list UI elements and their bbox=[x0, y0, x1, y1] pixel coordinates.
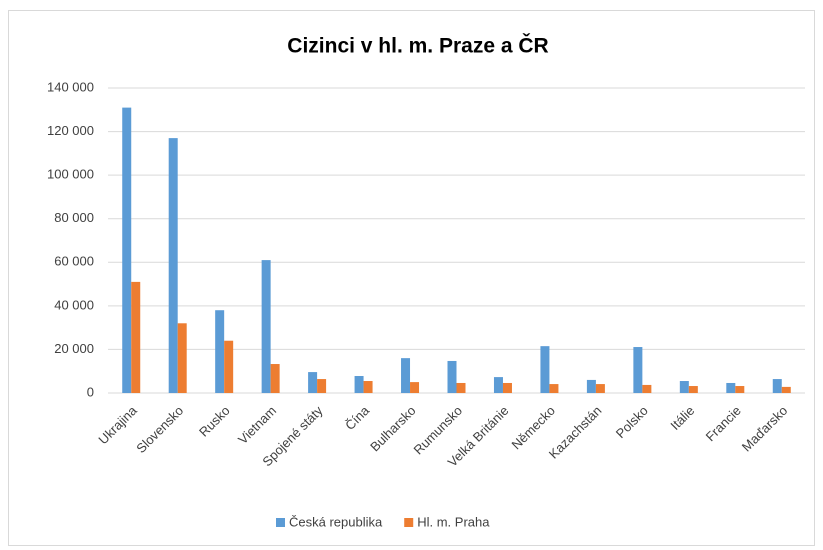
y-tick-label: 20 000 bbox=[54, 341, 94, 356]
bar bbox=[308, 372, 318, 393]
bar bbox=[447, 360, 457, 393]
bar bbox=[735, 386, 745, 393]
bar bbox=[177, 323, 187, 393]
legend-swatch bbox=[404, 518, 414, 527]
bar bbox=[215, 310, 225, 393]
y-tick-label: 80 000 bbox=[54, 210, 94, 225]
y-tick-label: 120 000 bbox=[47, 123, 94, 138]
bar bbox=[317, 379, 327, 393]
bar bbox=[363, 381, 373, 393]
legend-swatch bbox=[276, 518, 285, 527]
bar bbox=[726, 382, 736, 393]
bar bbox=[772, 379, 782, 393]
legend-label: Česká republika bbox=[289, 514, 383, 529]
bar bbox=[502, 382, 512, 393]
y-tick-label: 140 000 bbox=[47, 79, 94, 94]
bar bbox=[410, 382, 420, 393]
chart-border bbox=[8, 10, 815, 546]
bar bbox=[679, 381, 689, 393]
bar bbox=[493, 377, 503, 393]
y-tick-label: 60 000 bbox=[54, 254, 94, 269]
bar bbox=[586, 379, 596, 393]
bar bbox=[549, 384, 559, 393]
bar bbox=[354, 376, 364, 393]
bar bbox=[781, 386, 791, 393]
bar bbox=[401, 358, 411, 393]
bar bbox=[224, 340, 234, 393]
bar bbox=[688, 386, 698, 393]
bar bbox=[595, 384, 605, 393]
bar bbox=[456, 382, 466, 393]
legend-label: Hl. m. Praha bbox=[417, 514, 490, 529]
bar bbox=[642, 384, 652, 393]
bar bbox=[633, 347, 643, 393]
bar bbox=[122, 107, 132, 393]
bar bbox=[168, 138, 178, 393]
chart-title: Cizinci v hl. m. Praze a ČR bbox=[287, 34, 548, 58]
bar bbox=[261, 260, 271, 393]
y-tick-label: 100 000 bbox=[47, 167, 94, 182]
bar bbox=[540, 346, 550, 393]
bar bbox=[131, 281, 141, 393]
y-tick-label: 0 bbox=[87, 384, 94, 399]
bar bbox=[270, 364, 280, 393]
y-tick-label: 40 000 bbox=[54, 297, 94, 312]
